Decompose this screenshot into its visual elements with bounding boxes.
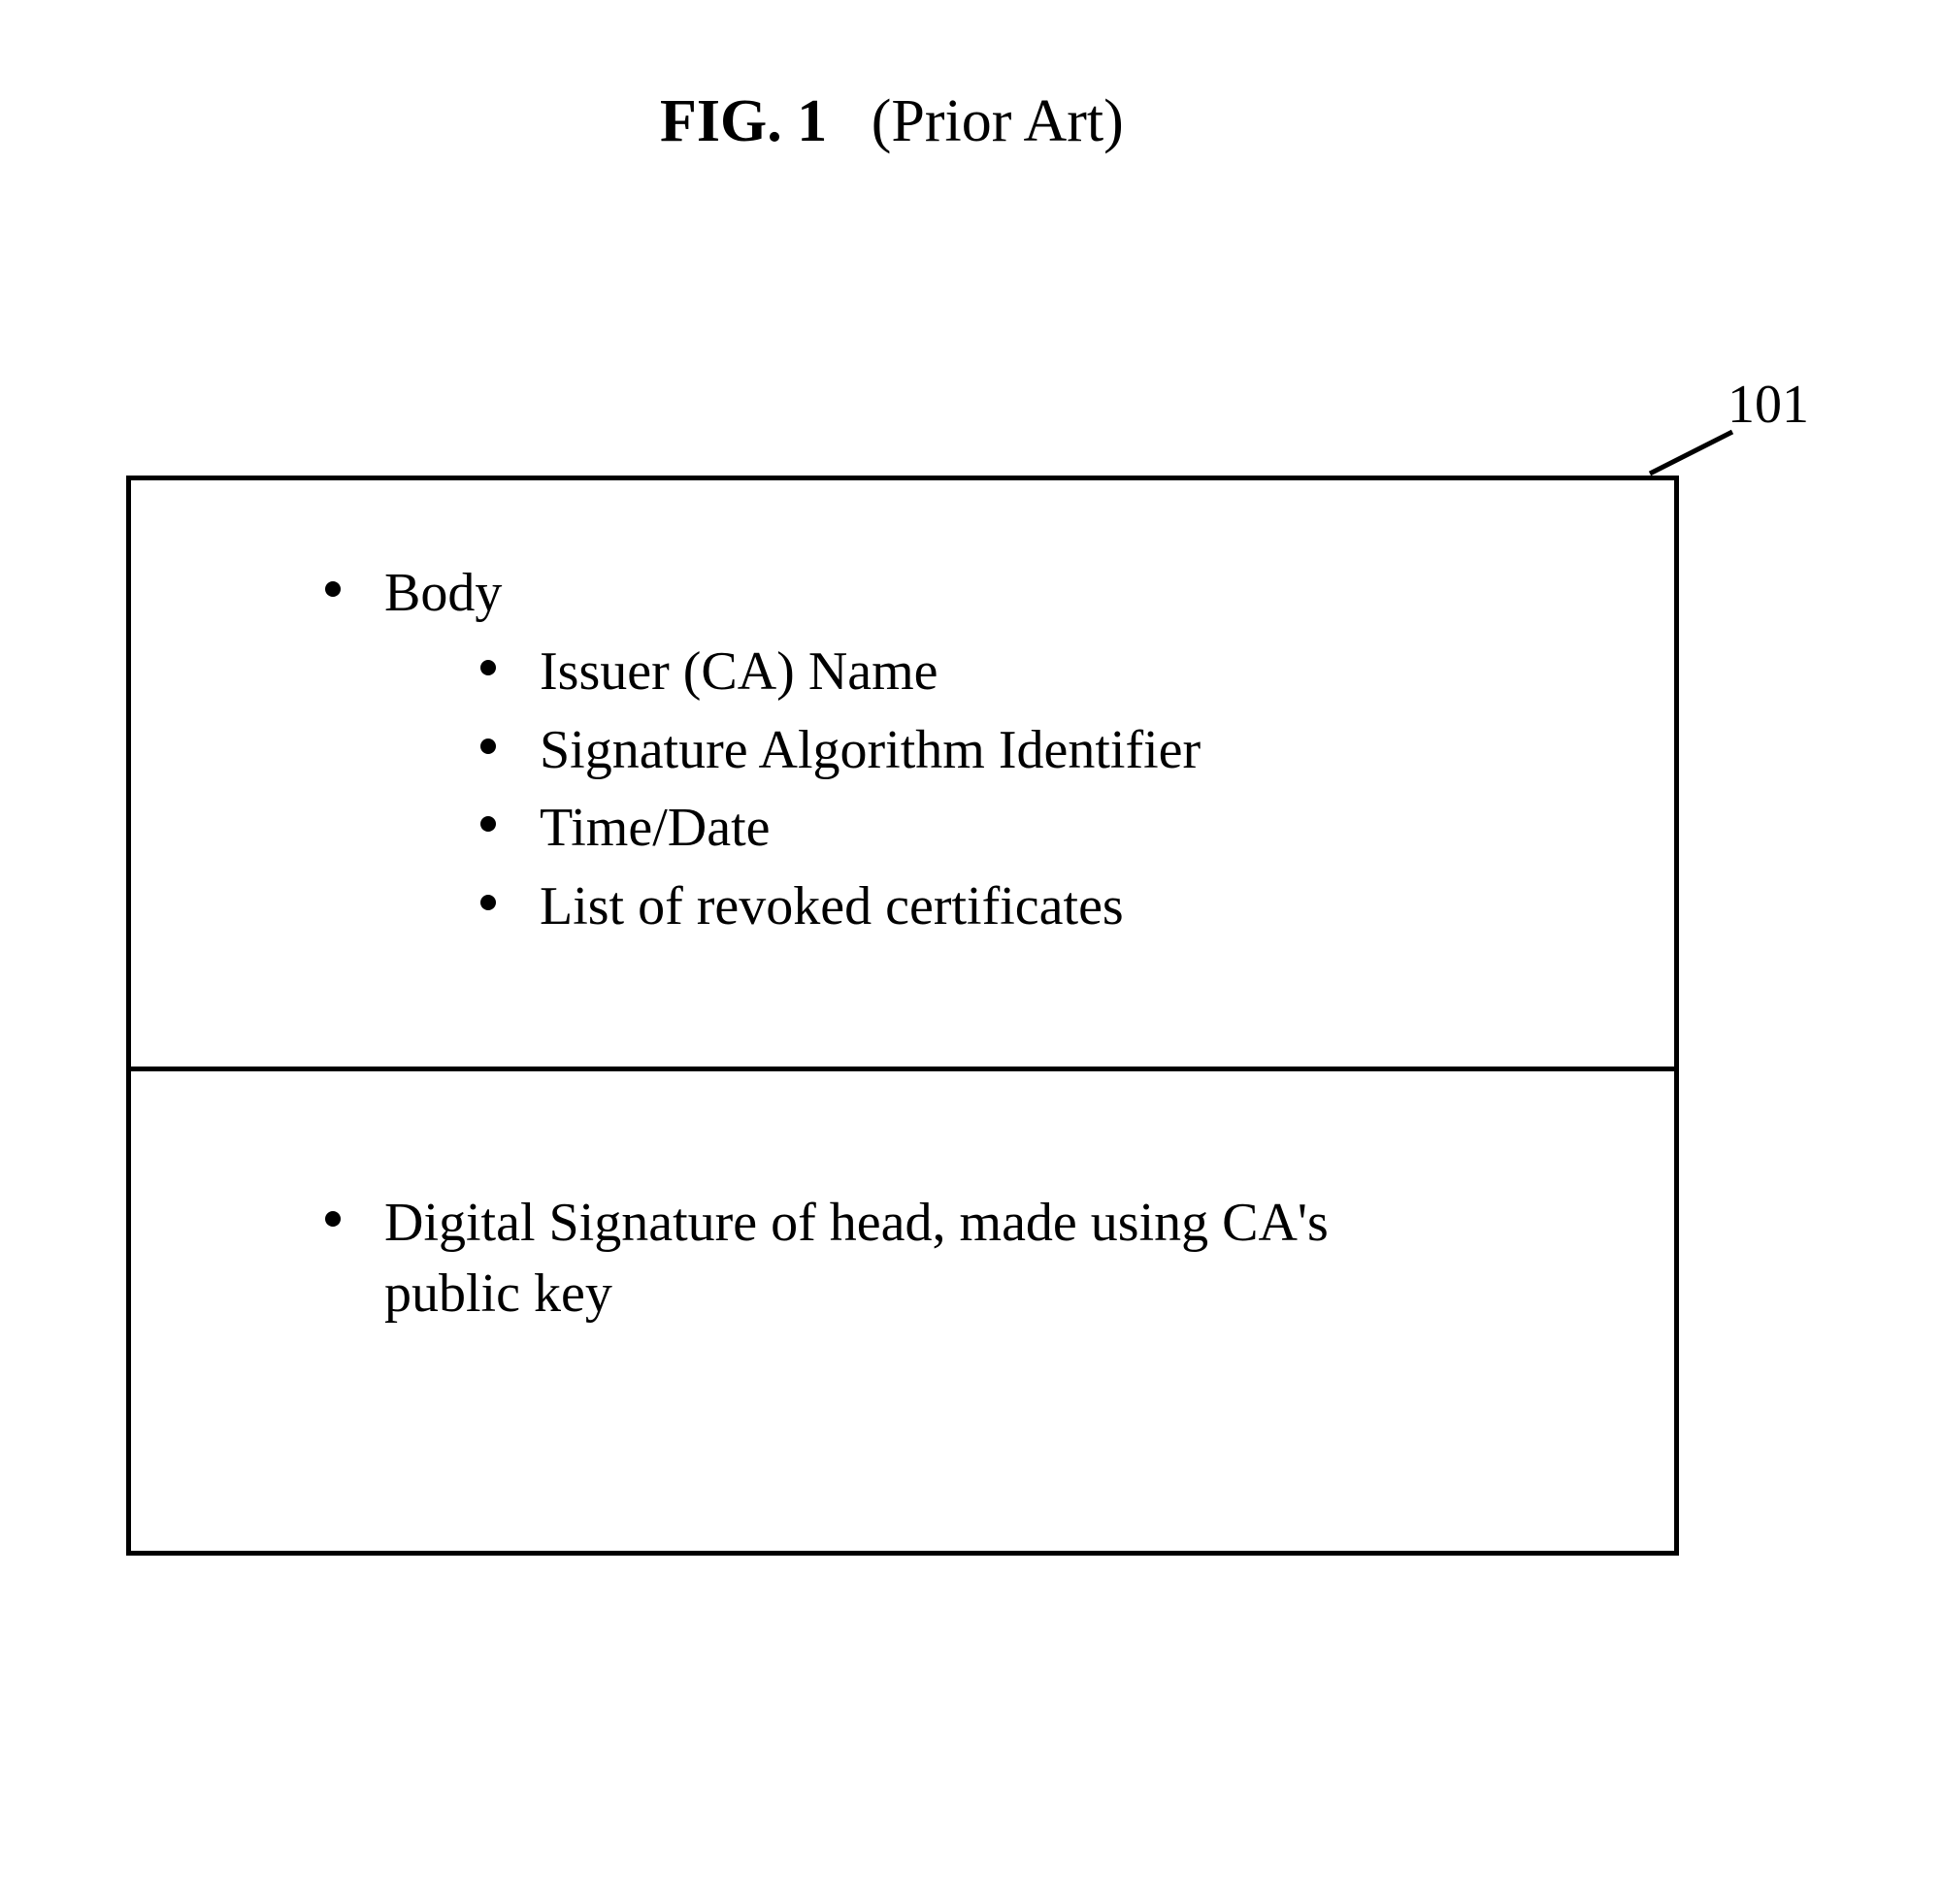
bullet-icon [325,581,341,597]
timedate-bullet: Time/Date [480,793,1616,864]
crl-structure-diagram: Body Issuer (CA) Name Signature Algorith… [126,476,1679,1556]
figure-label: FIG. 1 [660,88,827,154]
bullet-icon [480,739,496,754]
bullet-icon [325,1211,341,1227]
bullet-icon [480,895,496,910]
signature-label: Digital Signature of head, made using CA… [384,1188,1452,1330]
signature-bullet: Digital Signature of head, made using CA… [325,1188,1616,1330]
issuer-bullet: Issuer (CA) Name [480,637,1616,707]
algorithm-bullet: Signature Algorithm Identifier [480,715,1616,786]
algorithm-label: Signature Algorithm Identifier [540,715,1201,786]
body-label: Body [384,558,502,629]
revoked-list-label: List of revoked certificates [540,871,1124,942]
body-section: Body Issuer (CA) Name Signature Algorith… [131,480,1674,1071]
reference-leader-line [1640,427,1737,476]
figure-title: FIG. 1 (Prior Art) [660,87,1124,156]
issuer-label: Issuer (CA) Name [540,637,938,707]
bullet-icon [480,660,496,675]
timedate-label: Time/Date [540,793,770,864]
bullet-icon [480,816,496,832]
body-bullet: Body [325,558,1616,629]
revoked-list-bullet: List of revoked certificates [480,871,1616,942]
signature-section: Digital Signature of head, made using CA… [131,1071,1674,1551]
reference-number: 101 [1728,374,1809,436]
figure-subtitle: (Prior Art) [872,88,1124,154]
